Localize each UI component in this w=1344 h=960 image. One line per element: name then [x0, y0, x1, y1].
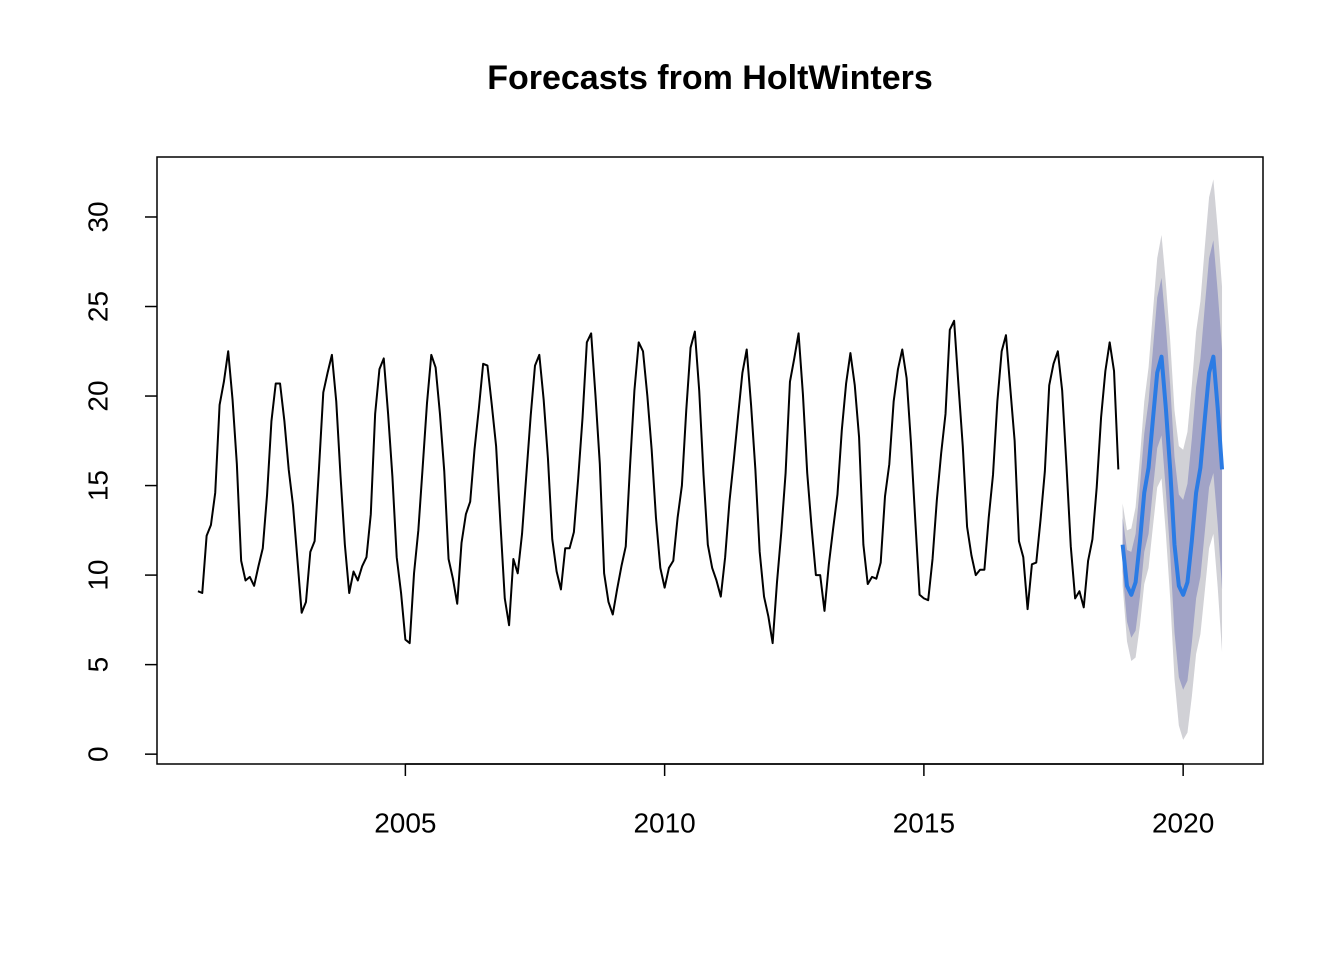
plot-frame [156, 156, 1264, 765]
prediction-interval [1122, 240, 1223, 690]
y-tick-label: 15 [82, 470, 113, 501]
bands [1122, 179, 1223, 740]
y-tick-label: 30 [82, 201, 113, 232]
y-tick-label: 25 [82, 291, 113, 322]
y-tick-label: 5 [82, 657, 113, 673]
lines [197, 319, 1225, 645]
history-line [197, 319, 1120, 645]
chart-title: Forecasts from HoltWinters [487, 59, 933, 97]
y-tick-label: 10 [82, 560, 113, 591]
x-tick-label: 2015 [893, 807, 955, 838]
forecast-line [1120, 354, 1225, 597]
axes: 2005 2010 2015 2020 0 5 10 15 20 25 30 [82, 201, 1214, 838]
x-tick-label: 2010 [633, 807, 695, 838]
y-tick-label: 20 [82, 380, 113, 411]
y-tick-label: 0 [82, 746, 113, 762]
x-tick-label: 2005 [374, 807, 436, 838]
x-tick-label: 2020 [1152, 807, 1214, 838]
